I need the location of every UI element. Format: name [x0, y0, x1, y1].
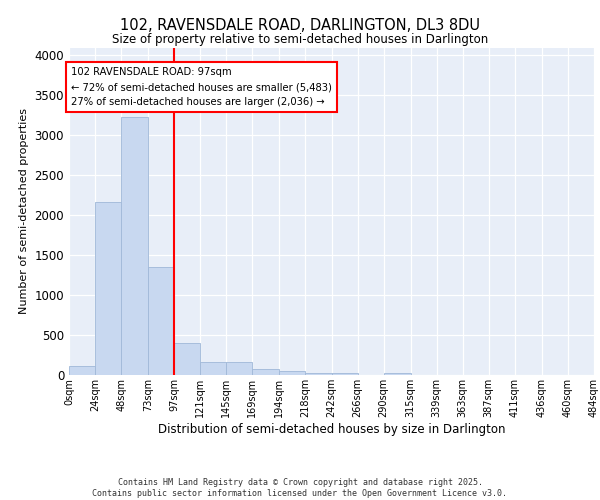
Text: 102 RAVENSDALE ROAD: 97sqm
← 72% of semi-detached houses are smaller (5,483)
27%: 102 RAVENSDALE ROAD: 97sqm ← 72% of semi… [71, 68, 332, 107]
Bar [226, 362, 253, 375]
Bar [305, 372, 332, 375]
X-axis label: Distribution of semi-detached houses by size in Darlington: Distribution of semi-detached houses by … [158, 422, 505, 436]
Bar [383, 372, 410, 375]
Bar [174, 342, 200, 375]
Y-axis label: Number of semi-detached properties: Number of semi-detached properties [19, 108, 29, 314]
Text: 102, RAVENSDALE ROAD, DARLINGTON, DL3 8DU: 102, RAVENSDALE ROAD, DARLINGTON, DL3 8D… [120, 18, 480, 32]
Text: Size of property relative to semi-detached houses in Darlington: Size of property relative to semi-detach… [112, 32, 488, 46]
Bar [69, 366, 95, 375]
Bar [121, 117, 148, 375]
Bar [148, 267, 174, 375]
Text: Contains HM Land Registry data © Crown copyright and database right 2025.
Contai: Contains HM Land Registry data © Crown c… [92, 478, 508, 498]
Bar [253, 368, 280, 375]
Bar [95, 202, 121, 375]
Bar [200, 362, 226, 375]
Bar [331, 372, 358, 375]
Bar [280, 370, 305, 375]
